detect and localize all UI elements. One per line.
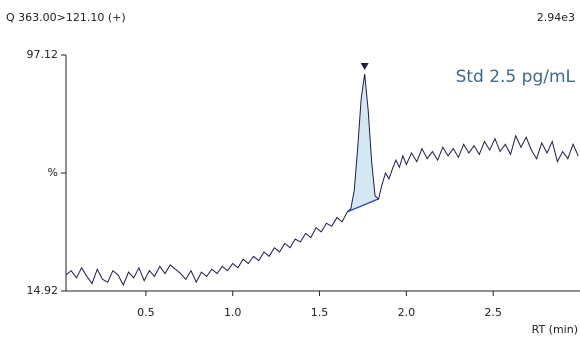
peak-baseline bbox=[347, 198, 379, 213]
x-tick-label: 1.5 bbox=[311, 306, 329, 319]
x-tick-label: 2.0 bbox=[398, 306, 416, 319]
scale-label: 2.94e3 bbox=[537, 11, 575, 24]
x-tick-label: 2.5 bbox=[484, 306, 502, 319]
y-tick-label: 97.12 bbox=[27, 48, 59, 61]
peak-area bbox=[347, 74, 379, 212]
x-tick-label: 1.0 bbox=[224, 306, 242, 319]
x-tick-label: 0.5 bbox=[137, 306, 155, 319]
y-tick-label: % bbox=[48, 166, 58, 179]
x-axis-label: RT (min) bbox=[532, 323, 578, 336]
peak-apex-marker bbox=[360, 63, 369, 71]
y-tick-label: 14.92 bbox=[27, 284, 59, 297]
chromatogram-line bbox=[65, 73, 579, 287]
chart-title: Q 363.00>121.10 (+) bbox=[6, 11, 126, 24]
annotation: Std 2.5 pg/mL bbox=[456, 67, 576, 87]
